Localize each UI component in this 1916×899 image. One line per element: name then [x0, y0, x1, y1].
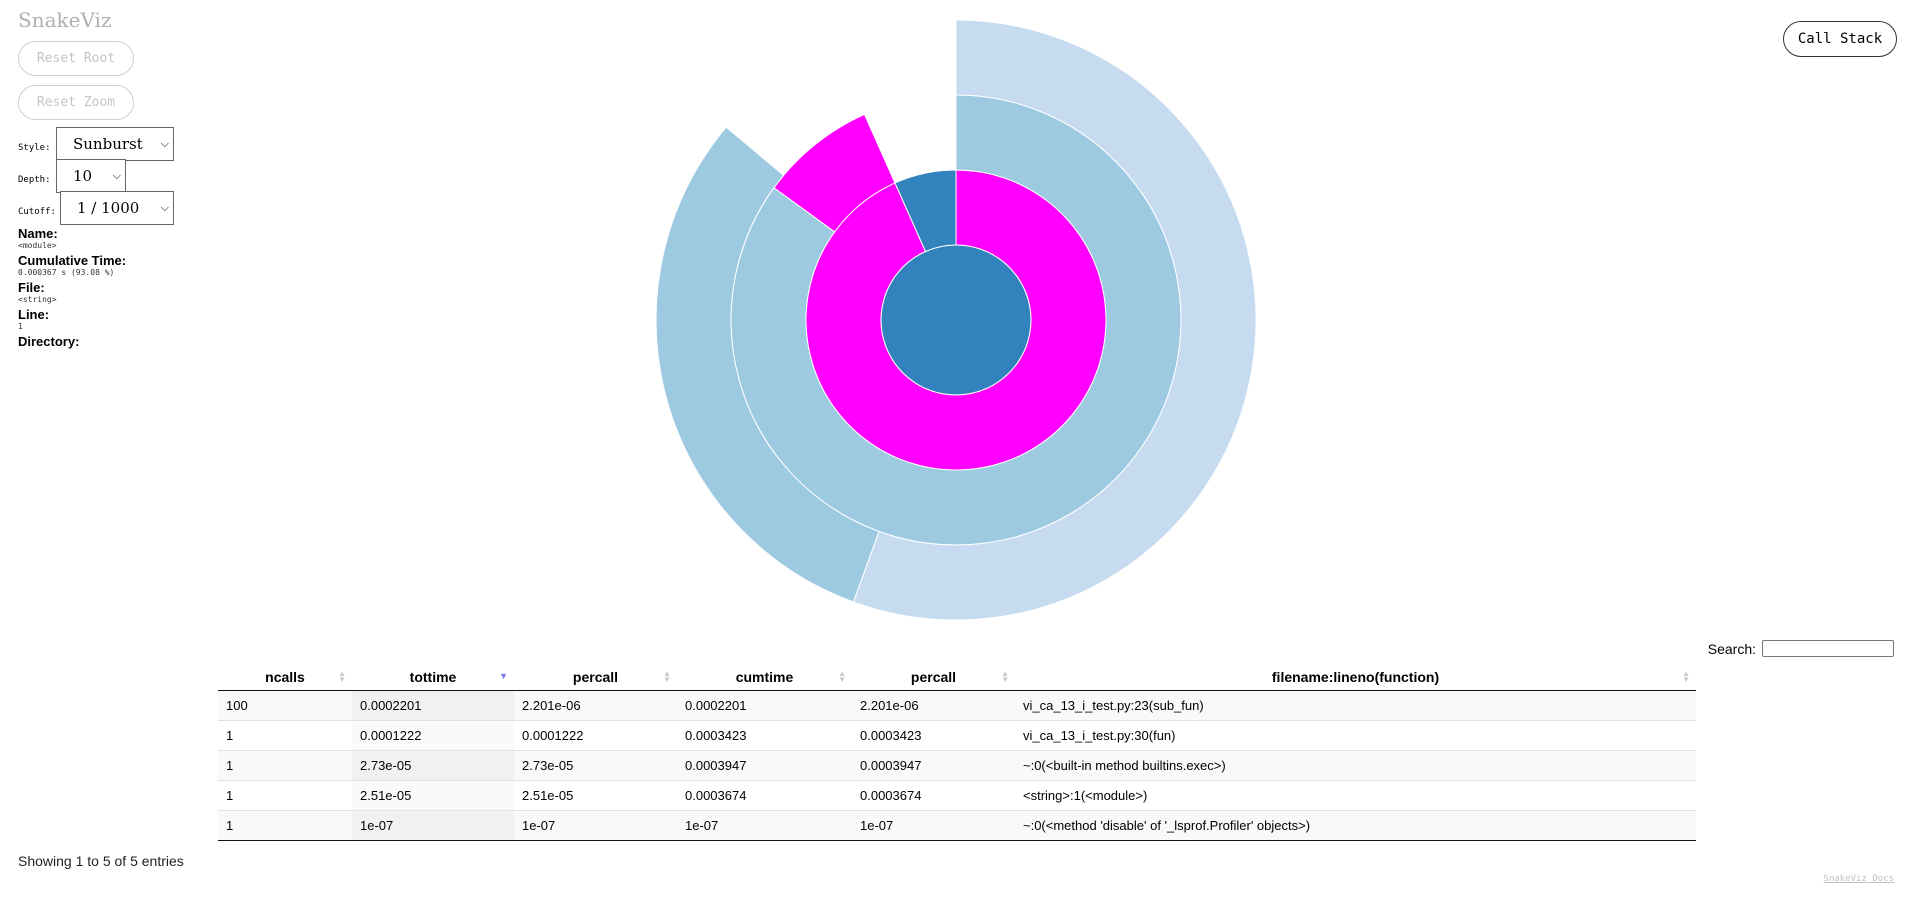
chevron-down-icon: ⌵	[112, 169, 121, 182]
info-cumtime-value: 0.000367 s (93.08 %)	[18, 268, 115, 277]
sort-icon: ▲ ▼	[663, 669, 671, 684]
column-header-cumtime[interactable]: cumtime ▲ ▼	[677, 664, 852, 691]
info-directory-label: Directory:	[18, 334, 80, 349]
table-row[interactable]: 1 2.51e-05 2.51e-05 0.0003674 0.0003674 …	[218, 780, 1696, 811]
chevron-down-icon: ⌵	[160, 137, 169, 150]
column-header-ncalls[interactable]: ncalls ▲ ▼	[218, 664, 352, 691]
chevron-down-icon: ⌵	[160, 201, 169, 214]
sunburst-arc-depth3-1[interactable]	[655, 126, 880, 603]
search-area: Search:	[1708, 640, 1894, 657]
cell-filename: vi_ca_13_i_test.py:30(fun)	[1015, 720, 1696, 751]
column-header-label: cumtime	[735, 669, 794, 685]
cell-tottime: 1e-07	[352, 810, 514, 841]
cell-percall: 2.201e-06	[514, 690, 677, 721]
cell-percall-cum: 1e-07	[852, 810, 1015, 841]
app-title: SnakeViz	[18, 8, 112, 32]
table-row[interactable]: 1 2.73e-05 2.73e-05 0.0003947 0.0003947 …	[218, 750, 1696, 781]
column-header-label: tottime	[409, 669, 457, 685]
cell-percall: 1e-07	[514, 810, 677, 841]
cell-tottime: 0.0001222	[352, 720, 514, 751]
info-name-value: <module>	[18, 241, 57, 250]
entries-info: Showing 1 to 5 of 5 entries	[18, 853, 184, 869]
snakeviz-docs-link[interactable]: SnakeViz Docs	[1823, 874, 1894, 884]
sunburst-arc-depth3-0[interactable]	[852, 19, 1257, 621]
cell-cumtime: 0.0003947	[677, 750, 852, 781]
cell-tottime: 2.51e-05	[352, 780, 514, 811]
info-box: Name: <module> Cumulative Time: 0.000367…	[18, 226, 218, 349]
cell-percall-cum: 0.0003947	[852, 750, 1015, 781]
sort-desc-icon: ▼	[499, 671, 508, 681]
call-stack-button[interactable]: Call Stack	[1783, 21, 1897, 57]
cell-filename: ~:0(<built-in method builtins.exec>)	[1015, 750, 1696, 781]
cutoff-row: Cutoff: 1 / 1000 ⌵	[18, 191, 218, 225]
depth-select[interactable]: 10 ⌵	[56, 159, 126, 193]
cutoff-label: Cutoff:	[18, 207, 56, 217]
cutoff-select[interactable]: 1 / 1000 ⌵	[60, 191, 174, 225]
column-header-filename[interactable]: filename:lineno(function) ▲ ▼	[1015, 664, 1696, 691]
info-name-label: Name:	[18, 226, 58, 241]
cell-cumtime: 0.0003423	[677, 720, 852, 751]
cell-tottime: 2.73e-05	[352, 750, 514, 781]
cell-ncalls: 1	[218, 720, 352, 751]
cell-tottime: 0.0002201	[352, 690, 514, 721]
table-row[interactable]: 100 0.0002201 2.201e-06 0.0002201 2.201e…	[218, 690, 1696, 721]
depth-row: Depth: 10 ⌵	[18, 159, 218, 193]
depth-label: Depth:	[18, 175, 51, 185]
cell-percall-cum: 2.201e-06	[852, 690, 1015, 721]
info-file-label: File:	[18, 280, 45, 295]
depth-select-value: 10	[73, 167, 93, 185]
cell-percall: 2.51e-05	[514, 780, 677, 811]
style-row: Style: Sunburst ⌵	[18, 127, 218, 161]
sunburst-arc-depth0-0[interactable]	[880, 244, 1032, 396]
info-cumtime-label: Cumulative Time:	[18, 253, 127, 268]
sort-icon: ▲ ▼	[1682, 669, 1690, 684]
cell-filename: ~:0(<method 'disable' of '_lsprof.Profil…	[1015, 810, 1696, 841]
sort-icon: ▲ ▼	[838, 669, 846, 684]
column-header-tottime[interactable]: tottime ▼	[352, 664, 514, 691]
column-header-label: percall	[910, 669, 957, 685]
stats-table: ncalls ▲ ▼ tottime ▼ percall ▲ ▼ cumtime ▲ ▼ pe…	[218, 664, 1696, 841]
style-label: Style:	[18, 143, 51, 153]
cell-filename: vi_ca_13_i_test.py:23(sub_fun)	[1015, 690, 1696, 721]
style-select[interactable]: Sunburst ⌵	[56, 127, 174, 161]
cell-ncalls: 1	[218, 750, 352, 781]
info-file-value: <string>	[18, 295, 57, 304]
reset-zoom-button[interactable]: Reset Zoom	[18, 85, 134, 120]
column-header-label: percall	[572, 669, 619, 685]
column-header-percall[interactable]: percall ▲ ▼	[514, 664, 677, 691]
cutoff-select-value: 1 / 1000	[77, 199, 140, 217]
cell-percall: 0.0001222	[514, 720, 677, 751]
cell-percall: 2.73e-05	[514, 750, 677, 781]
cell-percall-cum: 0.0003423	[852, 720, 1015, 751]
search-input[interactable]	[1762, 640, 1894, 657]
cell-filename: <string>:1(<module>)	[1015, 780, 1696, 811]
cell-cumtime: 0.0002201	[677, 690, 852, 721]
cell-percall-cum: 0.0003674	[852, 780, 1015, 811]
column-header-percall-cum[interactable]: percall ▲ ▼	[852, 664, 1015, 691]
cell-ncalls: 1	[218, 810, 352, 841]
table-row[interactable]: 1 0.0001222 0.0001222 0.0003423 0.000342…	[218, 720, 1696, 751]
reset-root-button[interactable]: Reset Root	[18, 41, 134, 76]
sort-icon: ▲ ▼	[338, 669, 346, 684]
sunburst-chart	[655, 19, 1257, 621]
info-line-label: Line:	[18, 307, 50, 322]
sort-icon: ▲ ▼	[1001, 669, 1009, 684]
control-panel: SnakeViz Reset Root Reset Zoom Style: Su…	[18, 6, 218, 349]
table-header-row: ncalls ▲ ▼ tottime ▼ percall ▲ ▼ cumtime ▲ ▼ pe…	[218, 664, 1696, 691]
cell-ncalls: 1	[218, 780, 352, 811]
cell-cumtime: 1e-07	[677, 810, 852, 841]
table-row[interactable]: 1 1e-07 1e-07 1e-07 1e-07 ~:0(<method 'd…	[218, 810, 1696, 841]
search-label: Search:	[1707, 640, 1756, 657]
info-line-value: 1	[18, 322, 23, 331]
column-header-label: ncalls	[265, 669, 305, 685]
sunburst-arc-depth2-1[interactable]	[773, 113, 896, 233]
cell-cumtime: 0.0003674	[677, 780, 852, 811]
column-header-label: filename:lineno(function)	[1271, 669, 1440, 685]
style-select-value: Sunburst	[73, 135, 143, 153]
cell-ncalls: 100	[218, 690, 352, 721]
